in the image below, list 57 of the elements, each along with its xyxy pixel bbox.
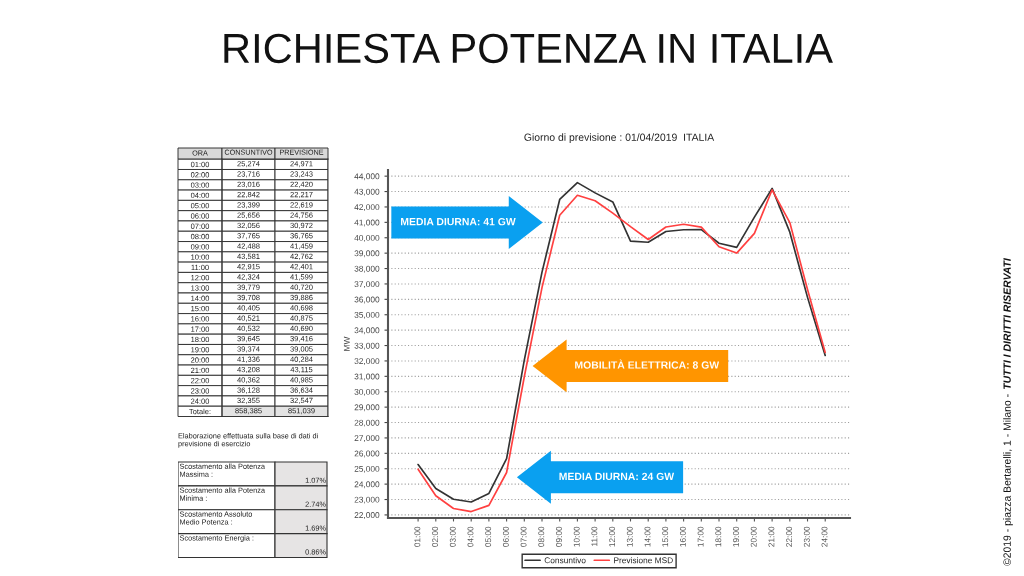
x-tick-label: 01:00 bbox=[414, 526, 421, 547]
y-tick-label: 26,000 bbox=[354, 450, 380, 458]
text: ©2019 - piazza Bertarelli, 1 - Milano - bbox=[1003, 394, 1013, 566]
y-tick-label: 40,000 bbox=[354, 234, 380, 242]
y-tick-label: 31,000 bbox=[354, 373, 380, 381]
y-tick-label: 37,000 bbox=[354, 281, 380, 289]
x-tick-label: 19:00 bbox=[733, 526, 739, 547]
y-tick-label: 43,000 bbox=[354, 188, 380, 196]
x-tick-label: 20:00 bbox=[750, 526, 757, 547]
annotation: MEDIA DIURNA: 24 GW bbox=[559, 472, 675, 481]
y-tick-label: 39,000 bbox=[354, 250, 380, 258]
x-tick-label: 21:00 bbox=[768, 526, 775, 547]
x-tick-label: 10:00 bbox=[573, 526, 580, 547]
x-tick-label: 05:00 bbox=[485, 526, 492, 547]
x-tick-label: 22:00 bbox=[786, 526, 793, 547]
legend-label: Previsione MSD bbox=[614, 557, 673, 564]
y-tick-label: 36,000 bbox=[354, 296, 380, 304]
y-tick-label: 35,000 bbox=[354, 311, 380, 319]
x-tick-label: 15:00 bbox=[662, 526, 669, 547]
y-axis-title: MW bbox=[343, 336, 350, 351]
y-tick-label: 22,000 bbox=[354, 512, 380, 520]
y-tick-label: 32,000 bbox=[354, 358, 380, 366]
y-tick-label: 38,000 bbox=[354, 265, 380, 273]
x-tick-label: 13:00 bbox=[626, 526, 633, 547]
y-tick-label: 23,000 bbox=[354, 496, 380, 504]
legend-label: Consuntivo bbox=[544, 557, 586, 564]
x-tick-label: 02:00 bbox=[432, 526, 439, 547]
x-tick-label: 08:00 bbox=[538, 526, 545, 547]
x-tick-label: 24:00 bbox=[821, 526, 828, 547]
y-tick-label: 44,000 bbox=[354, 173, 380, 181]
y-tick-label: 27,000 bbox=[354, 435, 380, 443]
annotation: MEDIA DIURNA: 41 GW bbox=[401, 217, 516, 226]
x-tick-label: 12:00 bbox=[609, 526, 616, 547]
x-tick-label: 03:00 bbox=[449, 526, 456, 547]
chart-title: RICHIESTA POTENZA IN ITALIA bbox=[224, 33, 833, 64]
x-tick-label: 09:00 bbox=[556, 526, 562, 547]
y-tick-label: 25,000 bbox=[354, 465, 380, 473]
x-tick-label: 14:00 bbox=[644, 526, 651, 547]
y-tick-label: 28,000 bbox=[354, 419, 380, 427]
y-tick-label: 33,000 bbox=[354, 342, 380, 350]
x-tick-label: 11:00 bbox=[591, 526, 598, 546]
y-tick-label: 29,000 bbox=[354, 404, 380, 412]
y-tick-label: 30,000 bbox=[354, 388, 380, 396]
x-tick-label: 18:00 bbox=[715, 526, 722, 547]
x-tick-label: 17:00 bbox=[697, 526, 704, 547]
y-tick-label: 34,000 bbox=[354, 327, 380, 335]
annotation: MOBILITÀ ELETTRICA: 8 GW bbox=[575, 359, 720, 369]
x-tick-label: 23:00 bbox=[803, 526, 810, 547]
y-tick-label: 42,000 bbox=[354, 204, 380, 212]
x-tick-label: 07:00 bbox=[520, 526, 527, 547]
x-tick-label: 16:00 bbox=[679, 526, 686, 547]
chart-subtitle: Giorno di previsione : 01/04/2019 ITALIA bbox=[524, 133, 715, 143]
text: TUTTI I DIRITTI RISERVATI bbox=[1003, 258, 1011, 390]
y-tick-label: 24,000 bbox=[354, 481, 380, 489]
x-tick-label: 06:00 bbox=[502, 526, 509, 547]
y-tick-label: 41,000 bbox=[354, 219, 380, 227]
x-tick-label: 04:00 bbox=[467, 526, 474, 547]
